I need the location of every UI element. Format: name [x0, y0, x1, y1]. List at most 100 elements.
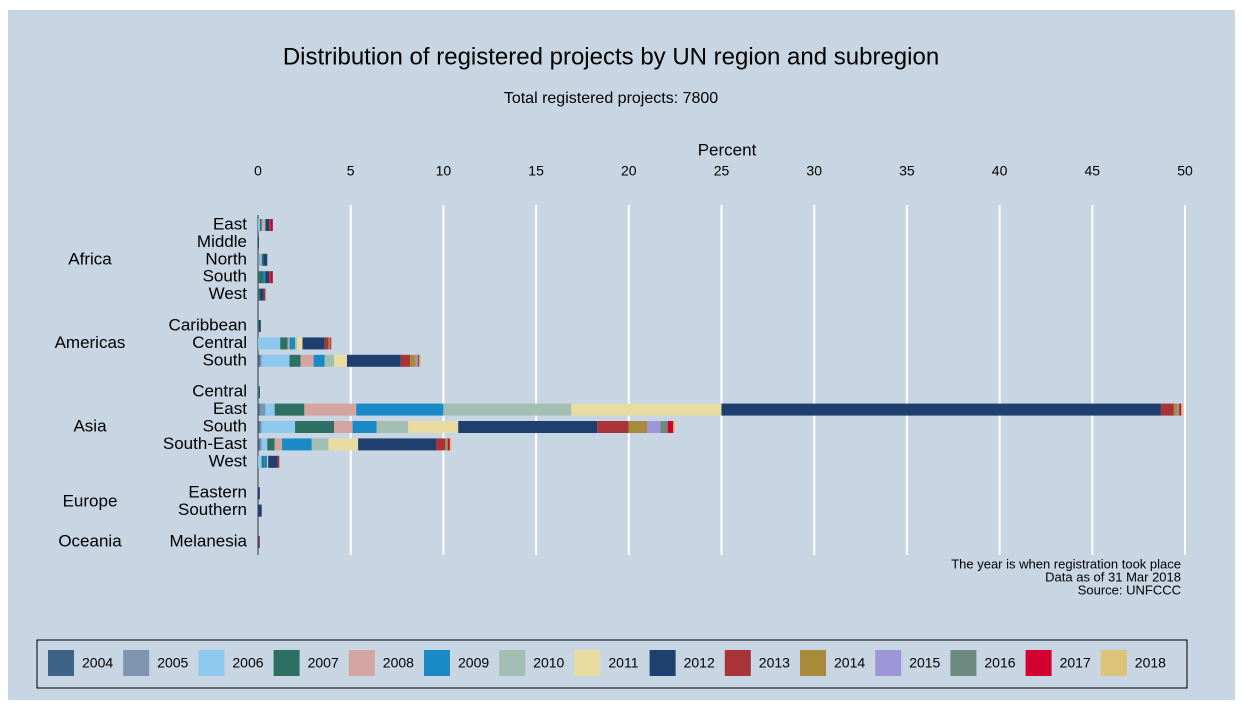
bar-segment [328, 337, 331, 350]
bar-segment [400, 354, 411, 367]
bar-segment [259, 403, 266, 416]
bar-segment [311, 438, 329, 451]
bar-segment [265, 403, 275, 416]
bar-segment [261, 421, 296, 433]
x-tick-label: 50 [1177, 163, 1193, 179]
bar-segment [300, 354, 314, 367]
bar-segment [259, 421, 262, 433]
chart-title: Distribution of registered projects by U… [283, 43, 939, 70]
legend-swatch [424, 650, 450, 676]
bar-segment [258, 403, 260, 416]
bar-segment [443, 403, 572, 416]
background [8, 10, 1235, 700]
x-tick-label: 15 [528, 163, 544, 179]
legend-label: 2017 [1060, 655, 1091, 671]
note: Data as of 31 Mar 2018 [1045, 569, 1181, 584]
category-label: Middle [197, 232, 247, 251]
category-label: Southern [178, 500, 247, 519]
bar-segment [263, 288, 266, 301]
bar-segment [289, 354, 301, 367]
category-label: South [203, 267, 247, 286]
bar-segment [1177, 403, 1179, 416]
category-label: Melanesia [170, 531, 248, 550]
bar-segment [261, 253, 264, 266]
legend-swatch [875, 650, 902, 676]
bar-segment [417, 354, 419, 367]
bar-segment [280, 337, 288, 350]
legend-box [36, 639, 1188, 689]
legend-label: 2014 [834, 655, 865, 671]
legend-swatch [649, 650, 676, 676]
bar-segment [258, 504, 262, 517]
bar-segment [269, 219, 271, 231]
x-tick-label: 5 [347, 163, 355, 179]
group-label: Oceania [58, 531, 122, 550]
bar-segment [263, 271, 266, 284]
category-label: South [203, 416, 247, 435]
legend-swatch [800, 650, 826, 676]
x-tick-label: 25 [714, 163, 730, 179]
legend-label: 2008 [383, 655, 414, 671]
bar-segment [274, 403, 305, 416]
bar-segment [667, 421, 674, 433]
x-axis-label: Percent [698, 140, 757, 159]
group-label: Africa [68, 249, 112, 268]
bar-segment [660, 421, 668, 433]
bar-segment [448, 438, 450, 451]
category-label: West [209, 284, 248, 303]
bar-segment [268, 455, 278, 468]
legend-swatch [950, 650, 977, 676]
bar-segment [296, 337, 303, 350]
bar-segment [358, 438, 436, 451]
bar-segment [435, 438, 446, 451]
legend-label: 2015 [909, 655, 940, 671]
bar-segment [277, 455, 280, 468]
legend-swatch [198, 650, 225, 676]
bar-segment [261, 354, 290, 367]
legend-swatch [724, 650, 751, 676]
legend-label: 2018 [1135, 655, 1166, 671]
legend-swatch [499, 650, 526, 676]
note: The year is when registration took place [951, 556, 1181, 571]
bar-segment [258, 320, 261, 332]
bar-segment [376, 421, 409, 433]
legend-label: 2013 [759, 655, 790, 671]
bar-segment [571, 403, 722, 416]
legend-label: 2004 [82, 655, 113, 671]
category-label: Central [192, 333, 247, 352]
x-tick-label: 30 [806, 163, 822, 179]
bar-segment [313, 354, 325, 367]
bar-segment [259, 219, 262, 231]
bar-segment [458, 421, 598, 433]
x-tick-label: 35 [899, 163, 915, 179]
bar-segment [258, 487, 260, 500]
legend-swatch [123, 650, 150, 676]
bar-segment [328, 438, 359, 451]
group-label: Asia [73, 416, 107, 435]
bar-segment [352, 421, 377, 433]
bar-segment [415, 354, 418, 367]
bar-segment [259, 354, 262, 367]
bar-segment [1178, 403, 1180, 416]
legend-swatch [273, 650, 300, 676]
bar-segment [259, 288, 264, 301]
bar-segment [445, 438, 448, 451]
category-label: Eastern [188, 483, 247, 502]
bar-segment [334, 421, 353, 433]
bar-segment [269, 271, 271, 284]
bar-segment [1173, 403, 1178, 416]
category-label: North [205, 249, 247, 268]
bar-segment [258, 536, 259, 548]
bar-segment [721, 403, 1161, 416]
bar-segment [258, 438, 260, 451]
bar-segment [324, 337, 329, 350]
category-label: Central [192, 382, 247, 401]
bar-segment [449, 438, 452, 451]
bar-segment [270, 219, 273, 231]
bar-segment [258, 421, 260, 433]
bar-segment [258, 271, 264, 284]
bar-segment [330, 337, 332, 350]
bar-segment [673, 421, 676, 433]
